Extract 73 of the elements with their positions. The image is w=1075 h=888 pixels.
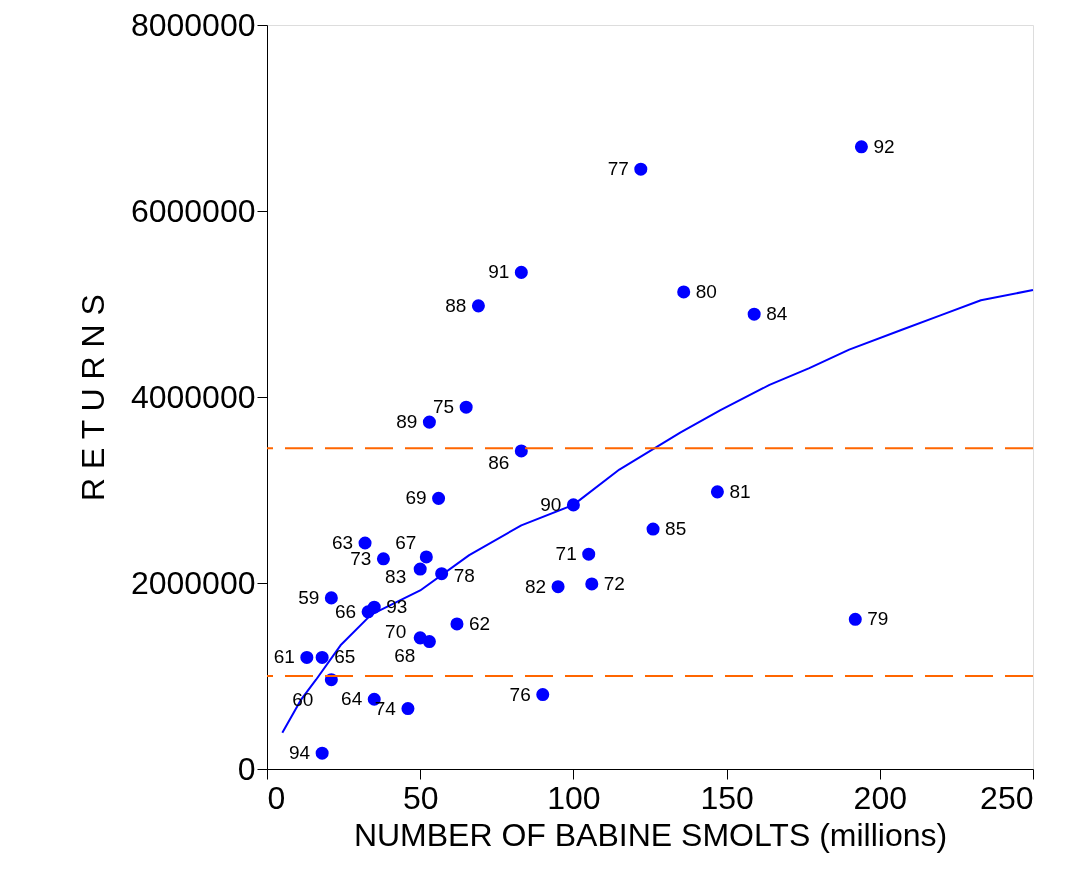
point xyxy=(422,635,436,649)
point xyxy=(459,400,473,414)
point xyxy=(854,140,868,154)
x-tick-label: 50 xyxy=(402,779,439,816)
y-tick-label: 4000000 xyxy=(130,378,256,415)
annotation: 69 xyxy=(405,487,427,509)
y-axis-title: R E T U R N S xyxy=(74,294,111,501)
x-tick-label: 150 xyxy=(700,779,754,816)
point xyxy=(582,547,596,561)
point xyxy=(358,536,372,550)
point xyxy=(300,650,314,664)
annotation: 88 xyxy=(445,294,467,316)
point xyxy=(646,522,660,536)
annotation: 77 xyxy=(607,158,629,180)
point xyxy=(432,491,446,505)
annotation: 79 xyxy=(867,608,889,630)
point xyxy=(710,485,724,499)
point xyxy=(450,617,464,631)
annotation: 67 xyxy=(395,531,417,553)
point xyxy=(471,299,485,313)
point xyxy=(422,415,436,429)
annotation: 70 xyxy=(385,620,407,642)
annotation: 90 xyxy=(540,493,562,515)
annotation: 84 xyxy=(766,303,788,325)
annotation: 92 xyxy=(873,135,895,157)
point xyxy=(419,550,433,564)
point xyxy=(315,650,329,664)
annotation: 78 xyxy=(453,564,475,586)
annotation: 74 xyxy=(374,697,397,719)
point xyxy=(401,702,415,716)
annotation: 75 xyxy=(433,396,455,418)
point xyxy=(376,552,390,566)
annotation: 66 xyxy=(334,600,357,622)
point xyxy=(551,580,565,594)
x-tick-label: 100 xyxy=(547,779,601,816)
point xyxy=(747,307,761,321)
annotation: 71 xyxy=(555,543,577,565)
annotation: 64 xyxy=(341,688,363,710)
point xyxy=(514,265,528,279)
point xyxy=(848,612,862,626)
point xyxy=(413,562,427,576)
annotation: 72 xyxy=(603,572,625,594)
annotation: 61 xyxy=(273,646,295,668)
annotation: 86 xyxy=(488,451,510,473)
annotation: 82 xyxy=(524,575,547,597)
annotation: 59 xyxy=(298,586,320,608)
y-tick-label: 0 xyxy=(237,750,256,787)
y-tick-label: 8000000 xyxy=(130,6,256,43)
annotation: 93 xyxy=(386,596,408,618)
point xyxy=(585,577,599,591)
annotation: 80 xyxy=(695,280,717,302)
point xyxy=(634,162,648,176)
y-tick-label: 6000000 xyxy=(130,192,256,229)
point xyxy=(677,285,691,299)
x-tick-label: 250 xyxy=(980,779,1034,816)
annotation: 81 xyxy=(729,480,751,502)
annotation: 91 xyxy=(488,261,510,283)
x-tick-label: 0 xyxy=(267,779,286,816)
point xyxy=(514,444,528,458)
annotation: 83 xyxy=(385,566,407,588)
annotation: 89 xyxy=(396,411,418,433)
annotation: 62 xyxy=(468,612,491,634)
y-tick-label: 2000000 xyxy=(130,564,256,601)
point xyxy=(536,688,550,702)
x-axis-title: NUMBER OF BABINE SMOLTS (millions) xyxy=(353,816,948,853)
point xyxy=(315,746,329,760)
x-tick-label: 200 xyxy=(853,779,907,816)
annotation: 68 xyxy=(394,644,416,666)
annotation: 85 xyxy=(665,518,687,540)
annotation: 65 xyxy=(334,646,356,668)
annotation: 94 xyxy=(289,742,311,764)
point xyxy=(324,591,338,605)
annotation: 76 xyxy=(509,683,531,705)
